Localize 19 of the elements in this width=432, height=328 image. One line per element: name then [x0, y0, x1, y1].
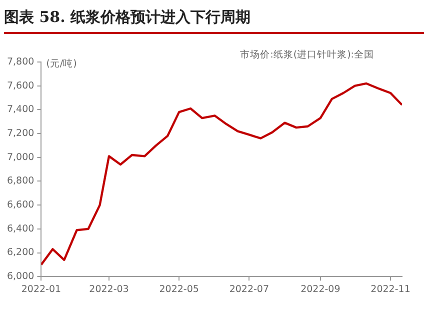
y-axis-title: (元/吨): [46, 57, 77, 70]
chart-subtitle: 市场价:纸浆(进口针叶浆):全国: [240, 48, 374, 60]
y-tick-label: 6,800: [6, 176, 34, 187]
x-tick-label: 2022-05: [159, 284, 199, 295]
y-tick-label: 7,400: [6, 104, 34, 116]
chart-title: 图表 58. 纸浆价格预计进入下行周期: [4, 8, 424, 34]
y-tick-label: 7,800: [6, 56, 34, 68]
y-tick-label: 7,000: [6, 152, 34, 163]
y-tick-label: 6,400: [6, 223, 34, 234]
y-tick-label: 6,600: [6, 200, 34, 211]
x-tick-label: 2022-09: [300, 284, 340, 295]
x-tick-label: 2022-07: [229, 284, 270, 295]
y-tick-label: 6,000: [6, 271, 34, 282]
y-tick-label: 6,200: [6, 247, 34, 258]
y-tick-label: 7,600: [6, 80, 34, 92]
x-tick-label: 2022-03: [89, 284, 129, 295]
x-tick-label: 2022-01: [21, 284, 62, 295]
x-tick-label: 2022-11: [370, 284, 410, 295]
y-tick-label: 7,200: [6, 128, 34, 139]
